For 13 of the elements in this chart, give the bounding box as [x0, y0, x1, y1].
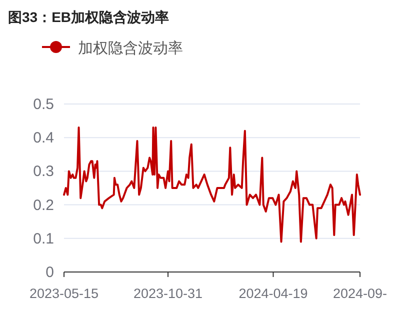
x-tick-label: 2024-09- — [332, 286, 388, 301]
y-tick-label: 0 — [46, 264, 54, 281]
x-tick-label: 2023-05-15 — [29, 286, 99, 301]
chart-title: 图33：EB加权隐含波动率 — [8, 9, 170, 25]
legend-label: 加权隐含波动率 — [78, 40, 183, 57]
line-series — [63, 126, 361, 243]
x-tick-label: 2024-04-19 — [238, 286, 308, 301]
y-tick-label: 0.5 — [33, 96, 54, 113]
y-tick-label: 0.1 — [33, 230, 54, 248]
x-tick-label: 2023-10-31 — [133, 286, 203, 301]
y-tick-label: 0.2 — [33, 196, 54, 214]
y-tick-label: 0.3 — [33, 163, 54, 180]
y-tick-label: 0.4 — [33, 130, 54, 147]
